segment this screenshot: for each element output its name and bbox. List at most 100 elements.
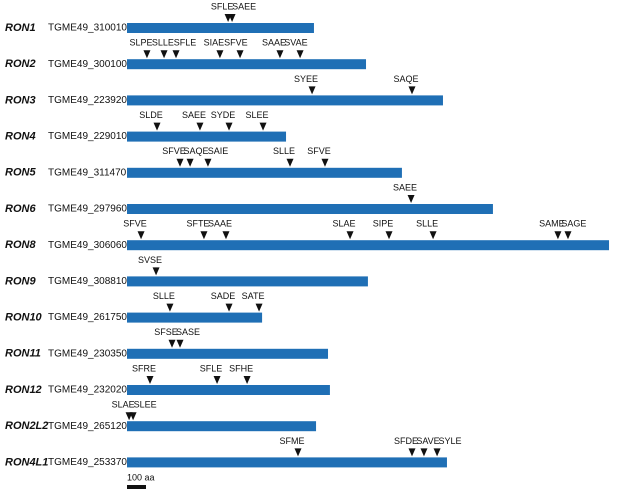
motif-label: SAQE (393, 74, 418, 84)
motif-label: SFVE (162, 146, 186, 156)
motif-label: SFSE (154, 327, 178, 337)
gene-id: TGME49_306060 (48, 240, 127, 251)
gene-id: TGME49_300100 (48, 59, 127, 70)
protein-name: RON4 (5, 131, 36, 143)
motif-label: SAQE (184, 146, 209, 156)
motif-arrow (166, 303, 174, 312)
motif-arrow (429, 231, 437, 240)
protein-bar (127, 167, 402, 178)
protein-bar (127, 312, 263, 323)
gene-id: TGME49_253370 (48, 457, 127, 468)
motif-label: SLLE (273, 146, 295, 156)
motif-arrow (554, 231, 562, 240)
motif-label: SYEE (294, 74, 318, 84)
motif-label: SYLE (438, 436, 461, 446)
motif-arrow (160, 50, 168, 59)
motif-arrow (152, 267, 160, 276)
motif-arrow (296, 50, 304, 59)
motif-arrow (259, 122, 267, 131)
motif-label: SFLE (200, 363, 223, 373)
gene-id: TGME49_308810 (48, 276, 127, 287)
motif-label: SIPE (373, 219, 394, 229)
gene-id: TGME49_297960 (48, 204, 127, 215)
protein-name: RON5 (5, 167, 36, 179)
motif-arrow (222, 231, 230, 240)
protein-bar (127, 95, 443, 106)
protein-bar (127, 276, 368, 287)
scale-label: 100 aa (127, 472, 155, 482)
motif-label: SFTE (186, 219, 209, 229)
protein-bar (127, 59, 367, 70)
motif-arrow (143, 50, 151, 59)
motif-label: SLLE (153, 291, 175, 301)
motif-label: SLEE (246, 110, 269, 120)
motif-arrow (294, 448, 302, 457)
motif-arrow (243, 376, 251, 384)
motif-arrow (225, 303, 233, 312)
motif-label: SLEE (134, 400, 157, 410)
motif-arrow (408, 86, 416, 95)
motif-arrow (129, 412, 137, 421)
protein-name: RON6 (5, 203, 36, 215)
protein-bar (127, 385, 330, 395)
motif-label: SLLE (416, 219, 438, 229)
motif-label: SAAE (208, 219, 232, 229)
gene-id: TGME49_229010 (48, 131, 127, 142)
motif-label: SAGE (561, 219, 586, 229)
motif-label: SVSE (138, 255, 162, 265)
motif-label: SAME (539, 219, 565, 229)
motif-arrow (137, 231, 145, 240)
motif-label: SAAE (262, 38, 286, 48)
motif-label: SFME (279, 436, 304, 446)
motif-arrow (172, 50, 180, 59)
protein-bar (127, 348, 329, 359)
motif-arrow (153, 122, 161, 131)
motif-label: SFVE (224, 38, 248, 48)
gene-id: TGME49_310010 (48, 23, 127, 34)
motif-arrow (236, 50, 244, 59)
protein-name: RON12 (5, 384, 42, 396)
motif-label: SAEE (393, 182, 417, 192)
motif-arrow (200, 231, 208, 240)
motif-label: SLPE (129, 38, 152, 48)
protein-bar (127, 457, 447, 468)
gene-id: TGME49_223920 (48, 95, 127, 106)
motif-label: SFVE (123, 219, 147, 229)
motif-arrow (146, 376, 154, 384)
motif-arrow (564, 231, 572, 240)
motif-label: SFLE (174, 38, 197, 48)
gene-id: TGME49_232020 (48, 385, 127, 396)
protein-bar (127, 131, 287, 142)
protein-name: RON2 (5, 58, 36, 70)
motif-label: SFDE (394, 436, 418, 446)
motif-label: SYDE (211, 110, 236, 120)
protein-name: RON11 (5, 348, 41, 360)
motif-label: SAEE (232, 1, 256, 11)
motif-arrow (216, 50, 224, 59)
gene-id: TGME49_230350 (48, 348, 127, 359)
motif-label: SAIE (208, 146, 229, 156)
protein-name: RON2L2 (5, 420, 48, 432)
motif-arrow (385, 231, 393, 240)
protein-bar (127, 240, 610, 251)
motif-arrow (186, 158, 194, 167)
motif-label: SFLE (211, 1, 234, 11)
protein-name: RON8 (5, 239, 36, 251)
motif-arrow (420, 448, 428, 457)
motif-label: SLAE (112, 400, 135, 410)
protein-name: RON10 (5, 312, 43, 324)
motif-arrow (346, 231, 354, 240)
motif-arrow (176, 339, 184, 348)
motif-label: SLAE (333, 219, 356, 229)
motif-arrow (176, 158, 184, 167)
motif-arrow (225, 122, 233, 131)
motif-label: SFRE (132, 363, 156, 373)
motif-arrow (196, 122, 204, 131)
motif-arrow (321, 158, 329, 167)
protein-name: RON4L1 (5, 456, 48, 468)
protein-name: RON9 (5, 275, 36, 287)
motif-label: SVAE (284, 38, 307, 48)
gene-id: TGME49_311470 (48, 167, 127, 178)
motif-arrow (433, 448, 441, 457)
